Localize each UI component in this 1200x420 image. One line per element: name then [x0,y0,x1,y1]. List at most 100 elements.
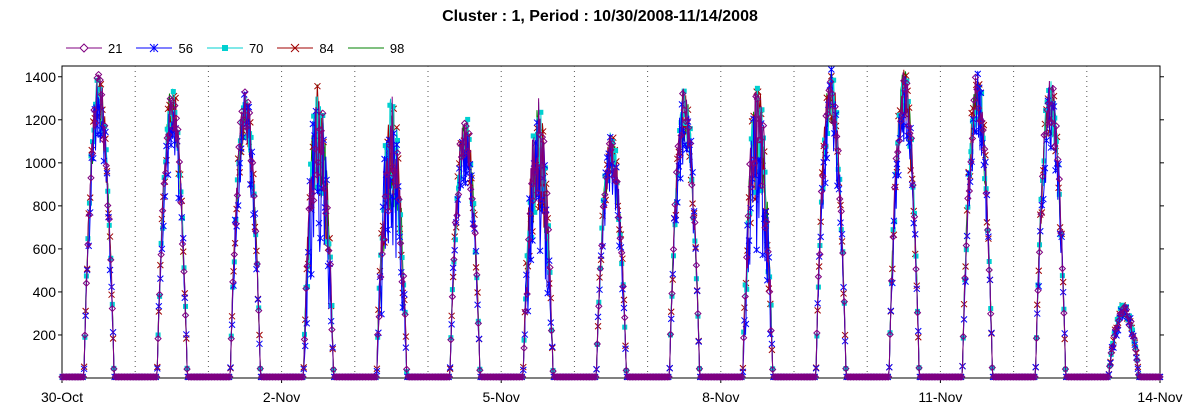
data-point [601,190,609,199]
data-point [1124,312,1132,321]
data-point [892,154,900,163]
data-point [326,241,332,247]
data-point [819,172,827,181]
data-point [672,168,681,176]
data-point [453,211,461,220]
data-point [302,284,310,293]
data-point [523,290,531,298]
data-point [677,175,684,182]
data-point [765,287,774,296]
data-point [611,177,620,186]
data-point [396,233,404,241]
data-point [470,222,478,230]
data-point [165,131,173,139]
data-point [1128,331,1137,339]
data-point [454,190,463,199]
data-point [308,161,314,167]
data-point [678,89,687,98]
data-point [526,195,533,202]
data-point [1107,349,1115,357]
data-point [311,145,319,153]
data-point [88,149,97,158]
data-point [544,289,552,297]
data-point [94,130,102,138]
data-point [547,326,556,335]
legend-label: 98 [389,40,405,56]
data-point [463,169,471,177]
data-point [457,153,466,161]
data-point [308,189,316,198]
data-point [983,226,992,234]
data-point [245,109,254,117]
data-point [1121,302,1129,311]
data-point [593,340,601,348]
data-point [808,373,817,381]
data-point [605,140,614,148]
data-point [1035,248,1044,256]
data-point [595,302,603,310]
data-point [965,187,974,195]
data-point [674,142,682,150]
data-point [96,76,104,84]
data-point [738,373,746,381]
data-point [222,373,231,381]
data-point [761,224,769,232]
data-point [380,235,388,243]
data-point [752,92,760,101]
data-point [662,373,670,381]
data-point [909,181,917,189]
data-point [253,265,260,273]
data-point [530,133,536,139]
data-point [384,207,393,215]
data-point [592,373,600,381]
data-point [378,250,386,258]
data-point [816,250,824,258]
data-point [1102,373,1111,381]
data-point [828,66,835,73]
data-point [745,237,753,244]
data-point [1052,122,1061,130]
data-point [621,313,629,322]
data-point [154,334,162,343]
data-point [309,196,318,205]
data-point [226,373,234,381]
data-point [300,335,309,344]
data-point [178,240,187,248]
data-point [739,334,748,342]
data-point [246,181,254,188]
legend-label: 21 [108,40,123,56]
data-point [976,117,984,125]
data-point [397,268,405,276]
legend-item: 21 [66,41,122,56]
data-point [759,121,768,130]
data-point [1060,309,1068,317]
data-point [672,216,680,224]
data-point [689,169,696,176]
data-point [822,112,830,120]
data-point [97,91,106,99]
data-point [180,267,188,276]
y-tick-label: 1000 [25,155,56,171]
legend-swatch [347,47,384,49]
data-point [817,187,826,196]
data-point [78,373,86,381]
data-point [297,373,306,381]
data-point [373,331,382,339]
data-point [176,172,182,178]
data-point [881,373,890,381]
data-point [613,177,621,186]
data-point [241,88,249,96]
data-point [158,207,167,215]
data-point [172,114,181,123]
data-point [476,366,484,374]
data-point [762,208,770,216]
data-point [536,247,544,255]
data-point [735,373,743,381]
data-point [686,139,695,148]
data-point [692,261,701,269]
data-point [386,141,394,150]
data-point [372,373,380,381]
data-point [393,124,401,131]
data-point [616,234,624,242]
data-point [532,162,540,170]
